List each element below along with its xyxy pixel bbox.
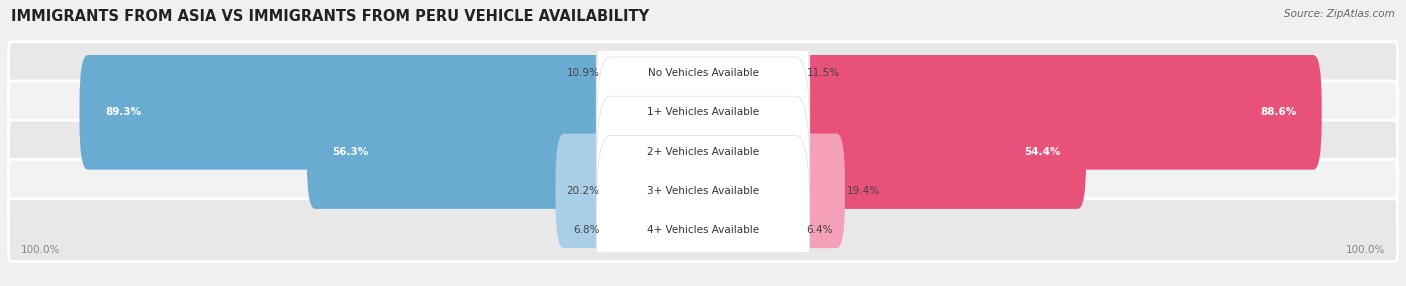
Text: 1+ Vehicles Available: 1+ Vehicles Available (647, 107, 759, 117)
FancyBboxPatch shape (787, 94, 1085, 209)
Text: 11.5%: 11.5% (807, 68, 839, 78)
FancyBboxPatch shape (596, 0, 810, 168)
FancyBboxPatch shape (787, 134, 845, 248)
FancyBboxPatch shape (8, 199, 1398, 261)
Text: 20.2%: 20.2% (567, 186, 599, 196)
Text: 100.0%: 100.0% (1346, 245, 1385, 255)
Text: 10.9%: 10.9% (567, 68, 599, 78)
Text: 4+ Vehicles Available: 4+ Vehicles Available (647, 225, 759, 235)
FancyBboxPatch shape (307, 94, 619, 209)
Text: 100.0%: 100.0% (21, 245, 60, 255)
Text: 54.4%: 54.4% (1024, 147, 1060, 156)
Text: 6.8%: 6.8% (574, 225, 599, 235)
Text: No Vehicles Available: No Vehicles Available (648, 68, 758, 78)
Text: IMMIGRANTS FROM ASIA VS IMMIGRANTS FROM PERU VEHICLE AVAILABILITY: IMMIGRANTS FROM ASIA VS IMMIGRANTS FROM … (11, 9, 650, 23)
FancyBboxPatch shape (555, 134, 619, 248)
Text: 88.6%: 88.6% (1260, 107, 1296, 117)
FancyBboxPatch shape (787, 55, 1322, 170)
FancyBboxPatch shape (596, 136, 810, 286)
FancyBboxPatch shape (8, 42, 1398, 104)
Text: 89.3%: 89.3% (105, 107, 141, 117)
FancyBboxPatch shape (596, 57, 810, 246)
FancyBboxPatch shape (596, 18, 810, 207)
FancyBboxPatch shape (8, 120, 1398, 183)
Text: 19.4%: 19.4% (846, 186, 880, 196)
Text: 56.3%: 56.3% (332, 147, 368, 156)
Text: Source: ZipAtlas.com: Source: ZipAtlas.com (1284, 9, 1395, 19)
Text: 2+ Vehicles Available: 2+ Vehicles Available (647, 147, 759, 156)
FancyBboxPatch shape (8, 81, 1398, 144)
Text: 3+ Vehicles Available: 3+ Vehicles Available (647, 186, 759, 196)
FancyBboxPatch shape (8, 159, 1398, 222)
Text: 6.4%: 6.4% (807, 225, 832, 235)
FancyBboxPatch shape (80, 55, 619, 170)
FancyBboxPatch shape (596, 96, 810, 285)
